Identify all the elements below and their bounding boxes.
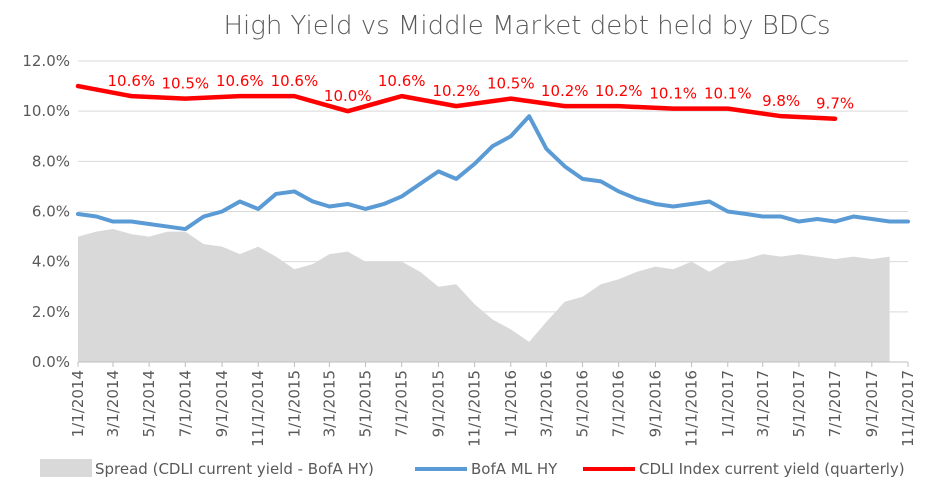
- x-axis: 1/1/2014 3/1/2014 5/1/2014 7/1/2014 9/1/2014…: [69, 361, 917, 447]
- data-label: 9.7%: [816, 95, 854, 113]
- x-tick-label: 11/1/2015: [466, 370, 484, 447]
- spread-area: [78, 229, 890, 362]
- x-tick-label: 7/1/2015: [393, 370, 411, 437]
- y-tick-label: 0.0%: [32, 353, 70, 371]
- bofa-hy-line-series: [76, 114, 910, 232]
- x-tick-label: 1/1/2017: [719, 370, 737, 437]
- x-tick-label: 9/1/2015: [429, 370, 447, 437]
- x-tick-label: 3/1/2015: [320, 370, 338, 437]
- data-label: 10.6%: [108, 72, 156, 90]
- data-label: 10.1%: [704, 85, 752, 103]
- x-tick-label: 9/1/2014: [213, 370, 231, 437]
- legend-bofa-label: BofA ML HY: [471, 460, 558, 478]
- cdli-yield-line-series: [75, 83, 838, 121]
- x-tick-label: 5/1/2014: [140, 370, 158, 437]
- chart-title: High Yield vs Middle Market debt held by…: [223, 11, 830, 41]
- data-label: 10.5%: [161, 75, 209, 93]
- x-tick-label: 3/1/2016: [537, 370, 555, 437]
- legend-cdli-label: CDLI Index current yield (quarterly): [639, 460, 905, 478]
- x-tick-label: 11/1/2014: [249, 370, 267, 447]
- x-tick-label: 3/1/2014: [104, 370, 122, 437]
- y-tick-label: 6.0%: [32, 203, 70, 221]
- x-tick-label: 7/1/2014: [176, 370, 194, 437]
- x-tick-label: 7/1/2017: [826, 370, 844, 437]
- bofa-hy-line: [76, 114, 910, 232]
- y-tick-label: 2.0%: [32, 303, 70, 321]
- data-label: 10.0%: [324, 87, 372, 105]
- y-tick-label: 4.0%: [32, 253, 70, 271]
- x-tick-label: 3/1/2017: [754, 370, 772, 437]
- x-tick-label: 1/1/2015: [285, 370, 303, 437]
- x-tick-label: 1/1/2016: [502, 370, 520, 437]
- x-tick-label: 5/1/2015: [357, 370, 375, 437]
- data-label: 10.6%: [271, 72, 319, 90]
- data-label: 10.2%: [541, 82, 589, 100]
- data-label: 10.6%: [216, 72, 264, 90]
- y-tick-label: 8.0%: [32, 152, 70, 170]
- legend: Spread (CDLI current yield - BofA HY) Bo…: [40, 459, 905, 478]
- x-tick-label: 7/1/2016: [610, 370, 628, 437]
- x-tick-label: 5/1/2017: [790, 370, 808, 437]
- spread-area-series: [78, 229, 890, 362]
- x-tick-label: 1/1/2014: [69, 370, 87, 437]
- x-tick-label: 11/1/2016: [683, 370, 701, 447]
- y-tick-label: 10.0%: [22, 102, 70, 120]
- legend-spread-swatch: [40, 459, 92, 477]
- data-label: 9.8%: [762, 92, 800, 110]
- y-tick-label: 12.0%: [22, 52, 70, 70]
- data-label: 10.1%: [649, 85, 697, 103]
- data-label: 10.5%: [487, 75, 535, 93]
- legend-spread-label: Spread (CDLI current yield - BofA HY): [95, 460, 374, 478]
- x-tick-label: 5/1/2016: [574, 370, 592, 437]
- x-tick-label: 9/1/2016: [646, 370, 664, 437]
- cdli-data-labels: 10.6% 10.5% 10.6% 10.6% 10.0% 10.6% 10.2% 10.5%…: [108, 72, 855, 113]
- y-axis: 0.0% 2.0% 4.0% 6.0% 8.0% 10.0% 12.0%: [22, 52, 70, 371]
- x-tick-label: 11/1/2017: [899, 370, 917, 447]
- data-label: 10.6%: [378, 72, 426, 90]
- x-tick-label: 9/1/2017: [863, 370, 881, 437]
- data-label: 10.2%: [595, 82, 643, 100]
- data-label: 10.2%: [432, 82, 480, 100]
